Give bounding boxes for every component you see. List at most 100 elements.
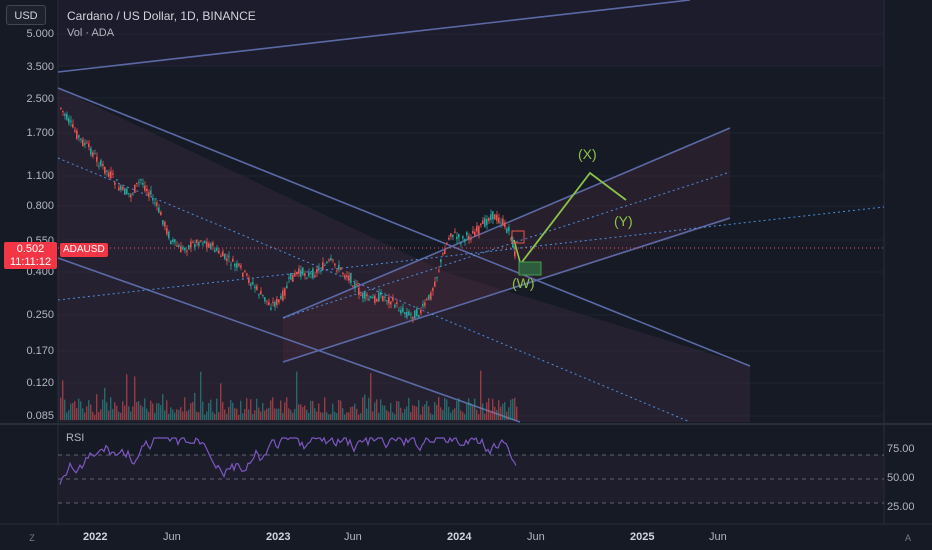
volume-bar xyxy=(140,405,142,420)
candle-body xyxy=(498,217,500,223)
candle-body xyxy=(284,288,286,296)
volume-bar xyxy=(406,406,408,420)
volume-bar xyxy=(282,412,284,420)
volume-bar xyxy=(438,397,440,420)
volume-bar xyxy=(154,412,156,420)
volume-legend[interactable]: Vol · ADA xyxy=(67,27,115,39)
candle-body xyxy=(174,239,176,243)
volume-bar xyxy=(126,374,128,420)
candle-body xyxy=(390,301,392,305)
auto-scale-toggle[interactable]: A xyxy=(904,533,911,543)
candle-body xyxy=(82,139,84,146)
candle-body xyxy=(288,277,290,279)
channel-line xyxy=(282,127,731,319)
volume-bar xyxy=(352,406,354,420)
volume-bar xyxy=(416,406,418,420)
wave-label-y[interactable]: (Y) xyxy=(614,213,633,229)
volume-bar xyxy=(150,400,152,420)
volume-bar xyxy=(230,399,232,420)
candle-body xyxy=(332,259,334,261)
volume-bar xyxy=(476,409,478,420)
zoom-toggle[interactable]: Z xyxy=(29,533,35,543)
chart-title[interactable]: Cardano / US Dollar, 1D, BINANCE xyxy=(67,9,256,23)
volume-bar xyxy=(356,408,358,420)
volume-bar xyxy=(502,403,504,420)
volume-bar xyxy=(198,412,200,420)
candle-body xyxy=(514,251,516,257)
candle-body xyxy=(400,310,402,314)
volume-bar xyxy=(134,376,136,420)
volume-bar xyxy=(392,412,394,420)
volume-bar xyxy=(168,413,170,420)
candle-body xyxy=(364,292,366,299)
volume-bar xyxy=(236,408,238,420)
candle-body xyxy=(86,142,88,144)
volume-bar xyxy=(220,383,222,420)
volume-bar xyxy=(454,408,456,420)
price-tick: 0.800 xyxy=(26,200,54,212)
volume-bar xyxy=(470,403,472,420)
candle-body xyxy=(128,193,130,195)
candle-body xyxy=(350,273,352,283)
grid-lines xyxy=(0,0,932,525)
volume-bar xyxy=(440,407,442,420)
candle-body xyxy=(480,223,482,226)
volume-bar xyxy=(410,412,412,420)
volume-bar xyxy=(156,403,158,420)
volume-bar xyxy=(62,380,64,420)
candle-body xyxy=(376,299,378,302)
candle-body xyxy=(442,253,444,255)
candle-body xyxy=(396,302,398,304)
candle-body xyxy=(352,286,354,288)
candle-body xyxy=(234,263,236,267)
volume-bar xyxy=(202,401,204,420)
volume-bar xyxy=(100,409,102,420)
candle-body xyxy=(366,294,368,297)
candle-body xyxy=(144,185,146,191)
volume-bar xyxy=(206,411,208,420)
volume-bar xyxy=(108,410,110,420)
wave-label-w[interactable]: (W) xyxy=(512,275,535,291)
volume-bar xyxy=(462,412,464,420)
volume-bar xyxy=(388,411,390,420)
currency-button[interactable]: USD xyxy=(6,5,46,25)
candle-body xyxy=(444,250,446,255)
candle-body xyxy=(374,295,376,303)
candle-body xyxy=(426,299,428,301)
candle-body xyxy=(108,172,110,177)
candle-body xyxy=(208,243,210,248)
candle-body xyxy=(402,307,404,312)
candle-body xyxy=(310,272,312,274)
volume-bar xyxy=(480,370,482,420)
candle-body xyxy=(470,238,472,240)
candlestick-series xyxy=(60,107,516,323)
candle-body xyxy=(270,307,272,310)
candle-body xyxy=(382,296,384,302)
volume-bar xyxy=(274,408,276,420)
candle-body xyxy=(432,288,434,291)
candle-body xyxy=(346,275,348,278)
volume-bar xyxy=(366,408,368,420)
volume-bar xyxy=(132,406,134,420)
candle-body xyxy=(126,188,128,195)
volume-bar xyxy=(450,412,452,420)
rsi-legend[interactable]: RSI xyxy=(66,432,85,444)
candle-body xyxy=(84,143,86,146)
volume-bar xyxy=(348,412,350,420)
candle-body xyxy=(118,187,120,191)
wave-label-x[interactable]: (X) xyxy=(578,146,597,162)
volume-bar xyxy=(474,398,476,420)
volume-bar xyxy=(210,399,212,420)
volume-bar xyxy=(458,398,460,420)
volume-bar xyxy=(404,408,406,420)
candle-body xyxy=(190,241,192,248)
volume-bar xyxy=(266,408,268,420)
volume-bar xyxy=(166,400,168,420)
volume-bar xyxy=(482,403,484,420)
candle-body xyxy=(90,148,92,155)
volume-bar xyxy=(66,412,68,420)
volume-bar xyxy=(68,410,70,420)
candle-body xyxy=(488,217,490,222)
